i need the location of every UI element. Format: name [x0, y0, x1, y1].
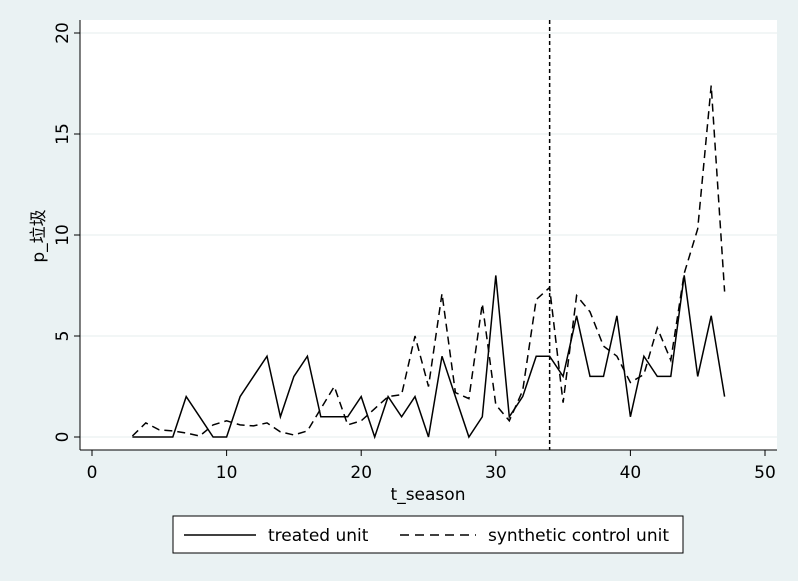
legend-label-synthetic: synthetic control unit	[488, 526, 669, 546]
series-lines	[131, 85, 726, 440]
legend-box	[172, 515, 684, 554]
y-axis-label: p_垃圾	[29, 209, 49, 262]
y-tick-label-15: 15	[53, 123, 73, 145]
y-tick-label-20: 20	[53, 22, 73, 44]
y-tick-label-10: 10	[53, 224, 73, 246]
x-tick-label-30: 30	[485, 463, 507, 483]
x-tick-label-50: 50	[754, 463, 776, 483]
y-tick-label-0: 0	[53, 432, 73, 443]
series-line-1	[131, 85, 726, 437]
x-tick-label-0: 0	[87, 463, 98, 483]
x-axis-ticks: 0 10 20 30 40 50	[87, 450, 776, 483]
x-axis-label: t_season	[391, 485, 466, 505]
gridlines	[80, 32, 777, 438]
x-tick-label-10: 10	[216, 463, 238, 483]
y-axis-ticks: 0 5 10 15 20	[53, 22, 80, 442]
series-line-0	[132, 275, 726, 440]
y-tick-label-5: 5	[53, 331, 73, 342]
x-tick-label-40: 40	[620, 463, 642, 483]
legend: treated unit synthetic control unit	[172, 515, 684, 554]
legend-label-treated: treated unit	[268, 526, 369, 546]
x-tick-label-20: 20	[350, 463, 372, 483]
